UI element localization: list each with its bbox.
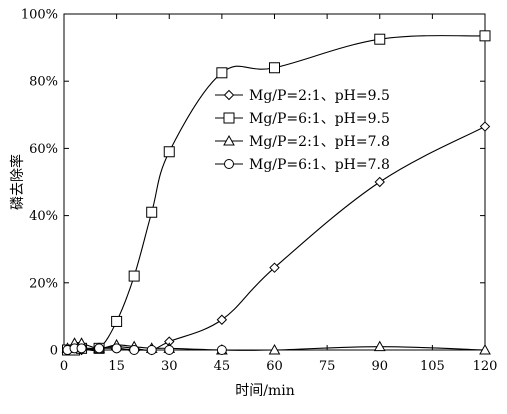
data-point-circle [76, 343, 87, 354]
data-point-circle [94, 343, 105, 354]
y-tick-label: 0 [50, 344, 58, 359]
x-tick-label: 60 [266, 359, 283, 374]
series-line-2 [67, 35, 486, 351]
y-tick-label: 80% [29, 75, 58, 90]
x-tick-label: 90 [371, 359, 388, 374]
data-point-square [111, 315, 123, 327]
data-point-triangle [479, 343, 491, 355]
legend-marker-square [223, 112, 235, 124]
data-point-circle [111, 343, 122, 354]
x-tick-label: 0 [60, 359, 68, 374]
axis-ticks: 0 15 30 45 60 75 90 105 120 0 20% 40% 60% 80% 100% [21, 8, 498, 375]
data-point-square [269, 62, 280, 74]
data-point-triangle [373, 340, 386, 352]
x-tick-label: 45 [214, 359, 231, 374]
series-lines [67, 35, 486, 351]
data-point-square [479, 30, 491, 42]
legend-label: Mg/P=2:1、pH=7.8 [249, 134, 390, 150]
data-point-triangle [268, 343, 281, 355]
data-point-square [128, 270, 140, 282]
x-tick-label: 75 [319, 359, 336, 374]
legend: Mg/P=2:1、pH=9.5 Mg/P=6:1、pH=9.5 Mg/P=2:1、p… [215, 88, 390, 173]
legend-marker-circle [224, 159, 234, 169]
y-tick-label: 60% [29, 142, 58, 157]
data-point-square [163, 146, 175, 158]
data-point-circle [216, 345, 227, 355]
data-point-diamond [374, 176, 385, 188]
y-tick-label: 20% [29, 276, 58, 291]
x-tick-label: 30 [161, 359, 178, 374]
y-axis-title: 磷去除率 [9, 154, 26, 210]
x-tick-label: 120 [473, 359, 498, 374]
data-point-square [374, 33, 386, 45]
data-point-diamond [479, 121, 491, 132]
legend-marker-diamond [223, 89, 235, 101]
y-tick-label: 100% [21, 8, 58, 23]
series-markers [61, 30, 491, 356]
x-tick-label: 105 [420, 359, 445, 374]
y-tick-label: 40% [29, 209, 58, 224]
legend-marker-triangle [223, 134, 235, 146]
data-point-square [216, 67, 228, 79]
data-point-circle [146, 345, 157, 355]
legend-label: Mg/P=6:1、pH=7.8 [249, 157, 390, 173]
data-point-circle [129, 345, 140, 355]
data-point-diamond [216, 314, 228, 325]
data-point-circle [164, 345, 175, 355]
data-point-square [146, 206, 158, 218]
legend-label: Mg/P=6:1、pH=9.5 [249, 111, 390, 127]
data-point-diamond [269, 262, 280, 273]
x-tick-label: 15 [108, 359, 125, 374]
x-axis-title: 时间/min [235, 383, 295, 399]
legend-label: Mg/P=2:1、pH=9.5 [249, 88, 390, 104]
